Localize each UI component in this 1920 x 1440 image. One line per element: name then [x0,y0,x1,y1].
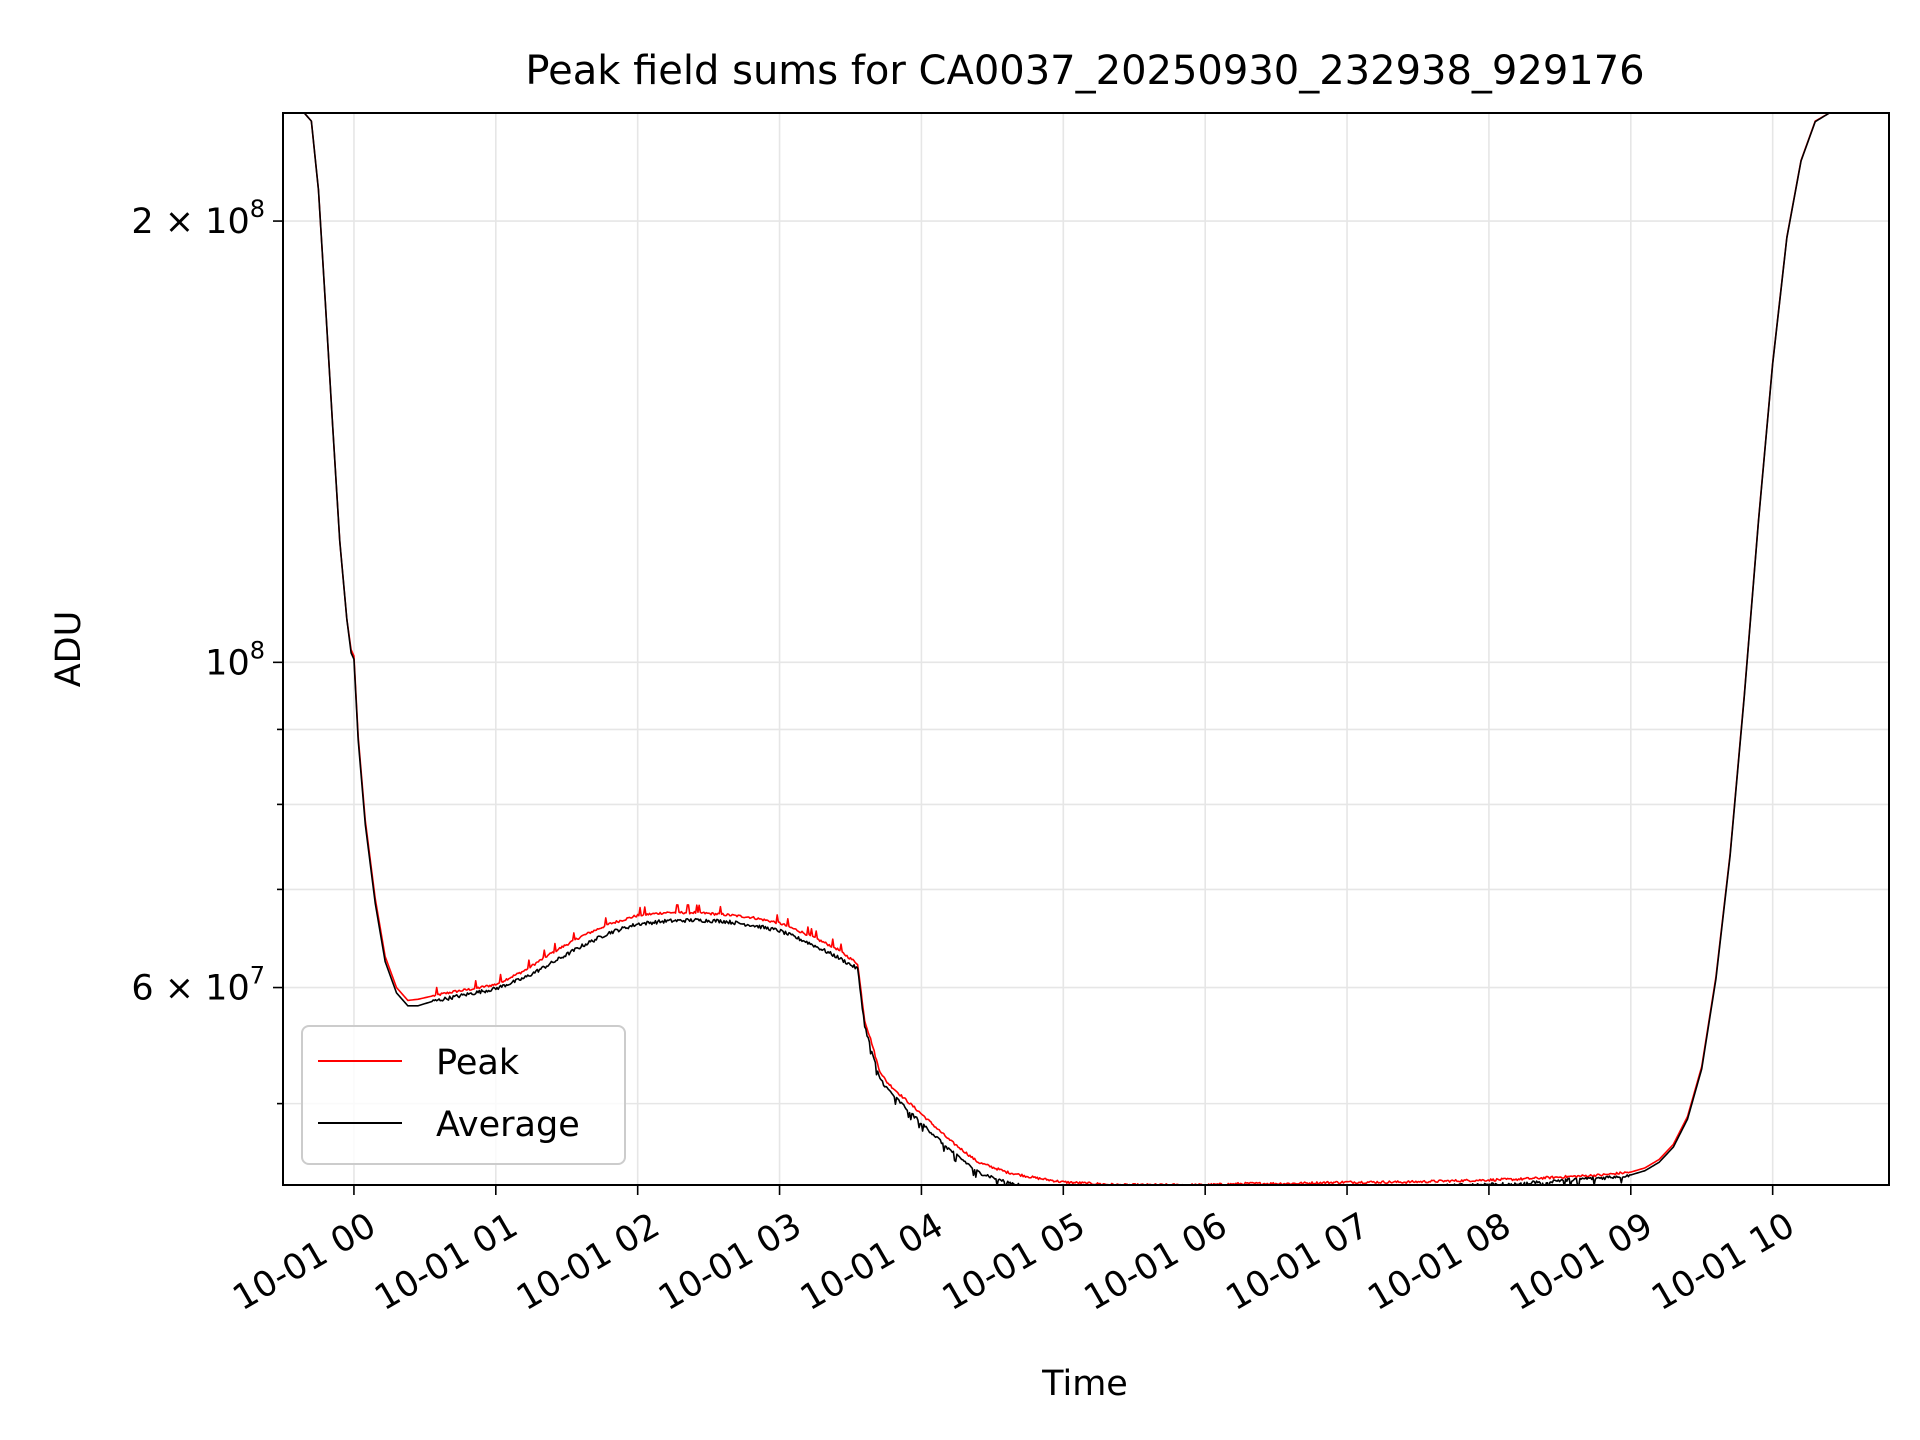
grid-lines [283,113,1889,1185]
y-tick-label-base: 6 × 10 [131,969,249,1009]
legend-label-peak: Peak [436,1043,520,1083]
chart-title: Peak field sums for CA0037_20250930_2329… [525,48,1644,94]
y-tick-label-exponent: 7 [250,962,265,990]
x-axis-label: Time [1041,1364,1128,1404]
y-axis-label: ADU [49,611,89,688]
y-tick-label-exponent: 8 [250,636,265,664]
series-line-average [283,113,1889,1185]
plot-frame [282,112,1890,1186]
plot-area [283,113,1889,1185]
y-tick-label-base: 10 [205,643,250,683]
y-tick-label-base: 2 × 10 [131,202,249,242]
series-layer [283,113,1889,1185]
y-tick-label-exponent: 8 [250,195,265,223]
y-tick-label: 2 × 108 [131,195,265,242]
y-tick-label: 108 [205,636,265,683]
legend: Peak Average [301,1025,626,1165]
legend-label-average: Average [436,1105,580,1145]
y-tick-label: 6 × 107 [131,962,265,1009]
series-line-peak [283,113,1889,1185]
